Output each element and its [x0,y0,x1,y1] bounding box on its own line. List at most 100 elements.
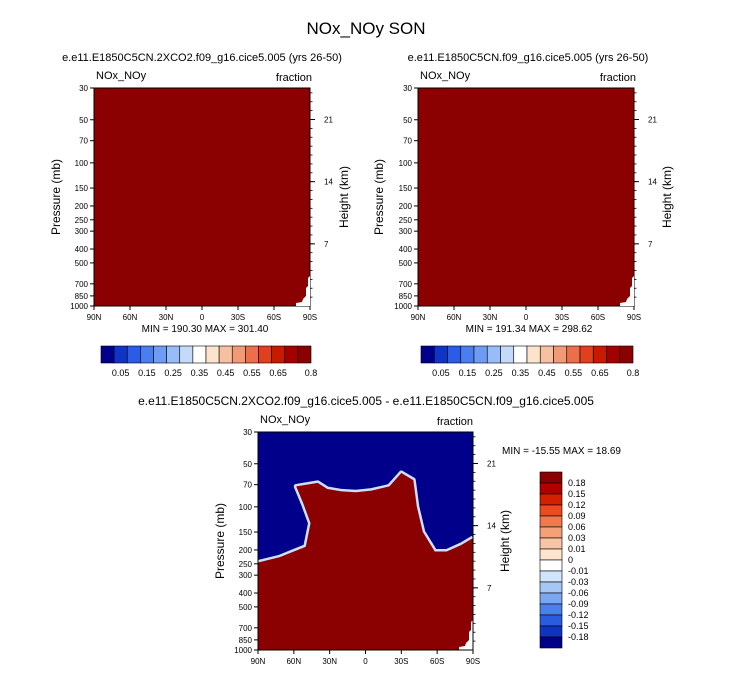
colorbar-label: -0.01 [568,566,589,576]
pressure-tick-label: 70 [243,481,252,490]
pressure-tick-label: 1000 [394,302,412,311]
panel-2-stats: MIN = 191.34 MAX = 298.62 [466,324,593,335]
height-tick-label: 14 [487,522,496,531]
colorbar-swatch [205,345,220,364]
colorbar-swatch [297,345,312,364]
colorbar-label: 0.45 [217,368,235,378]
pressure-tick-label: 30 [79,84,88,93]
topography-mask [459,620,473,650]
panel-1-axes: 3050701001502002503004005007008501000211… [70,84,333,322]
lat-tick-label: 60N [286,657,301,666]
colorbar-label: 0.05 [112,368,130,378]
colorbar-swatch [553,345,568,364]
colorbar-swatch [539,537,563,550]
lat-tick-label: 90S [466,657,480,666]
colorbar-swatch [513,345,528,364]
panel-3-title: e.e11.E1850C5CN.2XCO2.f09_g16.cice5.005 … [138,394,594,408]
colorbar-swatch [539,493,563,506]
pressure-tick-label: 700 [75,280,89,289]
panel-3-ylabel-right: Height (km) [498,510,512,572]
lat-tick-label: 60N [123,313,138,322]
colorbar-label: 0.25 [164,368,182,378]
pressure-tick-label: 30 [403,84,412,93]
lat-tick-label: 0 [524,313,529,322]
colorbar-swatch [539,614,563,627]
height-tick-label: 14 [324,178,333,187]
pressure-tick-label: 850 [239,636,253,645]
colorbar-label: 0.18 [568,478,586,488]
colorbar-swatch [539,471,563,484]
panel-1-stats: MIN = 190.30 MAX = 301.40 [142,324,269,335]
colorbar-swatch [606,345,621,364]
panel-3-stats: MIN = -15.55 MAX = 18.69 [502,446,621,457]
pressure-tick-label: 100 [399,159,413,168]
colorbar-label: 0.35 [512,368,530,378]
colorbar-swatch [539,592,563,605]
pressure-tick-label: 200 [399,202,413,211]
panel-3-axes: 3050701001502002503004005007008501000211… [234,428,496,666]
colorbar-label: 0.05 [432,368,450,378]
panel-3-plot-area [257,432,475,650]
panel-3: e.e11.E1850C5CN.2XCO2.f09_g16.cice5.005 … [138,394,621,666]
height-tick-label: 7 [487,584,492,593]
colorbar-swatch [126,345,141,364]
pressure-tick-label: 150 [239,528,253,537]
colorbar-swatch [218,345,233,364]
lat-tick-label: 30S [555,313,569,322]
colorbar-swatch [579,345,594,364]
lat-tick-label: 90S [627,313,641,322]
panel-2: e.e11.E1850C5CN.f09_g16.cice5.005 (yrs 2… [372,52,674,335]
pressure-tick-label: 30 [243,428,252,437]
colorbar-label: 0.55 [565,368,583,378]
main-title: NOx_NOy SON [306,19,425,38]
lat-tick-label: 30N [483,313,498,322]
colorbar-swatch [539,482,563,495]
colorbar-label: 0.65 [591,368,609,378]
panel-1-var-label: NOx_NOy [96,70,147,82]
colorbar-swatch [539,548,563,561]
colorbar-swatch [460,345,475,364]
pressure-tick-label: 50 [403,116,412,125]
lat-tick-label: 90N [411,313,426,322]
pressure-tick-label: 150 [399,184,413,193]
panel-3-units: fraction [437,416,473,428]
lat-tick-label: 90S [303,313,317,322]
colorbar-swatch [258,345,272,364]
colorbar-swatch [113,345,128,364]
pressure-tick-label: 250 [75,216,89,225]
panel-2-title: e.e11.E1850C5CN.f09_g16.cice5.005 (yrs 2… [408,52,649,64]
pressure-tick-label: 100 [239,503,253,512]
panel-1-ylabel: Pressure (mb) [49,159,63,235]
pressure-tick-label: 1000 [70,302,88,311]
colorbar-swatch [539,504,563,517]
colorbar-label: -0.18 [568,632,589,642]
lat-tick-label: 30S [394,657,408,666]
pressure-tick-label: 400 [399,245,413,254]
panel-2-plot-area [418,88,634,306]
pressure-tick-label: 200 [75,202,89,211]
diff-positive-region [258,472,473,650]
height-tick-label: 7 [324,240,329,249]
colorbar-swatch [179,345,194,364]
lat-tick-label: 0 [200,313,205,322]
panel-2-var-label: NOx_NOy [420,70,471,82]
colorbar-label: -0.06 [568,588,589,598]
pressure-tick-label: 300 [75,227,89,236]
lat-tick-label: 30N [322,657,337,666]
colorbar-swatch [539,581,563,594]
lat-tick-label: 0 [363,657,368,666]
pressure-tick-label: 150 [75,184,89,193]
colorbar-label: -0.09 [568,599,589,609]
panel-2-axes: 3050701001502002503004005007008501000211… [394,84,657,322]
panel-3-var-label: NOx_NOy [260,414,311,426]
colorbar-label: 0.15 [138,368,156,378]
pressure-tick-label: 1000 [234,646,252,655]
colorbar-swatch [539,636,563,649]
colorbar-swatch [100,345,115,364]
colorbar-swatch [500,345,515,364]
panel-1-plot-area [94,88,310,306]
colorbar-swatch [473,345,488,364]
colorbar-label: 0.8 [627,368,640,378]
topography-mask [296,276,310,306]
